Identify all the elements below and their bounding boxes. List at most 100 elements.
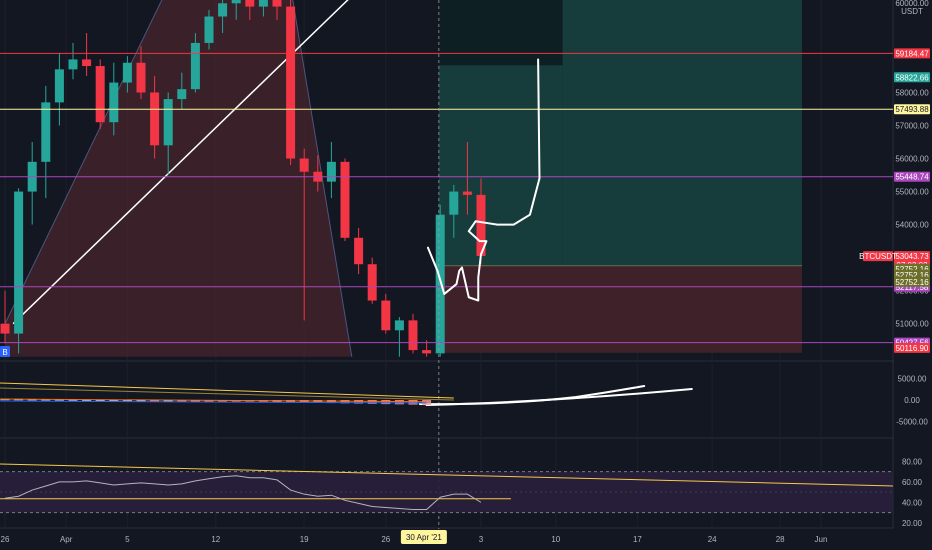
price-tick: 57000.00 bbox=[895, 122, 929, 131]
candle-body bbox=[408, 320, 418, 351]
candle-body bbox=[163, 99, 173, 146]
macd-trend-line bbox=[0, 387, 454, 401]
macd-tick: 0.00 bbox=[904, 396, 920, 405]
date-tick: Apr bbox=[60, 535, 73, 544]
crosshair-date-box bbox=[400, 530, 447, 544]
price-unit: USDT bbox=[901, 7, 923, 16]
macd-signal-line bbox=[0, 398, 427, 403]
candle-body bbox=[367, 264, 377, 301]
macd-histogram-bar bbox=[122, 399, 132, 402]
rsi-line bbox=[4, 475, 482, 511]
price-label: 55448.74 bbox=[894, 171, 930, 182]
price-label-text: 57493.88 bbox=[895, 105, 929, 114]
candle-body bbox=[150, 92, 160, 146]
candle-body bbox=[435, 214, 445, 354]
macd-tick: 5000.00 bbox=[898, 375, 927, 384]
price-label-text: 50116.90 bbox=[896, 344, 929, 353]
rsi-tick: 20.00 bbox=[902, 519, 923, 528]
macd-histogram-bar bbox=[367, 400, 377, 404]
trend-line bbox=[12, 0, 349, 325]
price-label-text: 52752.16 bbox=[895, 278, 929, 287]
date-tick: 5 bbox=[125, 535, 130, 544]
price-tick: 54000.00 bbox=[895, 221, 929, 230]
candle-body bbox=[381, 300, 391, 331]
macd-histogram-bar bbox=[354, 400, 364, 404]
candle-body bbox=[14, 191, 24, 334]
symbol-tag-box bbox=[863, 251, 893, 262]
price-label-text: 59184.47 bbox=[895, 49, 929, 58]
candle-body bbox=[0, 323, 10, 334]
date-tick: 19 bbox=[300, 535, 309, 544]
date-tick: 24 bbox=[708, 535, 717, 544]
macd-line bbox=[0, 400, 427, 404]
date-tick: 3 bbox=[479, 535, 484, 544]
price-label-box bbox=[894, 104, 930, 115]
candle-body bbox=[326, 161, 336, 182]
triangle-pattern bbox=[5, 0, 352, 357]
macd-panel bbox=[0, 382, 454, 405]
macd-tick: -5000.00 bbox=[896, 417, 928, 426]
price-label-text: 52752.16 bbox=[895, 271, 929, 280]
candle-body bbox=[258, 0, 268, 7]
price-label: 52752.16 bbox=[894, 276, 930, 287]
candle-body bbox=[449, 191, 459, 215]
macd-histogram-bar bbox=[27, 398, 37, 401]
macd-histogram-bar bbox=[109, 399, 119, 402]
candle-body bbox=[272, 0, 282, 7]
price-label-box bbox=[894, 72, 930, 83]
price-label-text: 55448.74 bbox=[895, 173, 929, 182]
buy-marker-text: B bbox=[2, 348, 7, 357]
candle-body bbox=[54, 69, 64, 103]
rsi-trend-line bbox=[0, 463, 894, 487]
candle-body bbox=[286, 6, 296, 159]
date-tick: Jun bbox=[815, 535, 828, 544]
rsi-panel bbox=[0, 463, 894, 514]
price-tick: 58000.00 bbox=[895, 88, 929, 97]
candle-body bbox=[177, 89, 187, 100]
long-position-target-zone bbox=[562, 0, 802, 266]
macd-histogram-bar bbox=[381, 400, 391, 405]
candle-body bbox=[109, 82, 119, 123]
price-tick: 51000.00 bbox=[895, 320, 929, 329]
candle-body bbox=[95, 66, 105, 123]
macd-histogram-bar bbox=[190, 400, 200, 402]
current-price-label: 53043.73 bbox=[894, 251, 930, 262]
horizontal-lines bbox=[0, 0, 893, 530]
candle-body bbox=[340, 161, 350, 238]
candle-body bbox=[122, 62, 132, 83]
candle-body bbox=[245, 0, 255, 7]
current-price-label-box bbox=[894, 251, 930, 262]
candle-body bbox=[231, 0, 241, 4]
macd-trend-line bbox=[0, 382, 454, 399]
candle-body bbox=[462, 191, 472, 195]
long-position-upper bbox=[438, 0, 563, 66]
candle-body bbox=[422, 350, 432, 354]
buy-marker-box bbox=[0, 346, 10, 357]
price-label-text: 52117.58 bbox=[896, 283, 929, 292]
candle-body bbox=[41, 102, 51, 162]
price-label: 58822.66 bbox=[894, 72, 930, 83]
price-label-box bbox=[894, 171, 930, 182]
price-label: 50116.90 bbox=[894, 342, 930, 353]
date-axis[interactable]: 26 Apr 5 12 19 26 30 Apr '21 3 10 17 24 28 Jun bbox=[0, 529, 932, 550]
macd-histogram-bar bbox=[408, 400, 418, 405]
rsi-tick: 80.00 bbox=[902, 457, 923, 466]
date-tick: 26 bbox=[381, 535, 390, 544]
crosshair-date-label: 30 Apr '21 bbox=[400, 530, 447, 544]
price-tick: 55000.00 bbox=[895, 188, 929, 197]
candle-body bbox=[204, 16, 214, 43]
macd-histogram-bar bbox=[177, 400, 187, 402]
candles: B bbox=[0, 0, 486, 357]
macd-histogram-bar bbox=[41, 399, 51, 401]
price-label-box bbox=[894, 342, 930, 353]
macd-histogram-bar bbox=[150, 400, 160, 402]
macd-histogram-bar bbox=[54, 399, 64, 401]
long-position-stop-zone bbox=[438, 265, 802, 353]
long-position-target-zone bbox=[438, 65, 563, 266]
macd-freehand bbox=[425, 388, 693, 406]
macd-histogram-bar bbox=[394, 400, 404, 405]
date-tick: 10 bbox=[551, 535, 560, 544]
buy-marker: B bbox=[0, 346, 10, 357]
candle-body bbox=[68, 59, 78, 70]
